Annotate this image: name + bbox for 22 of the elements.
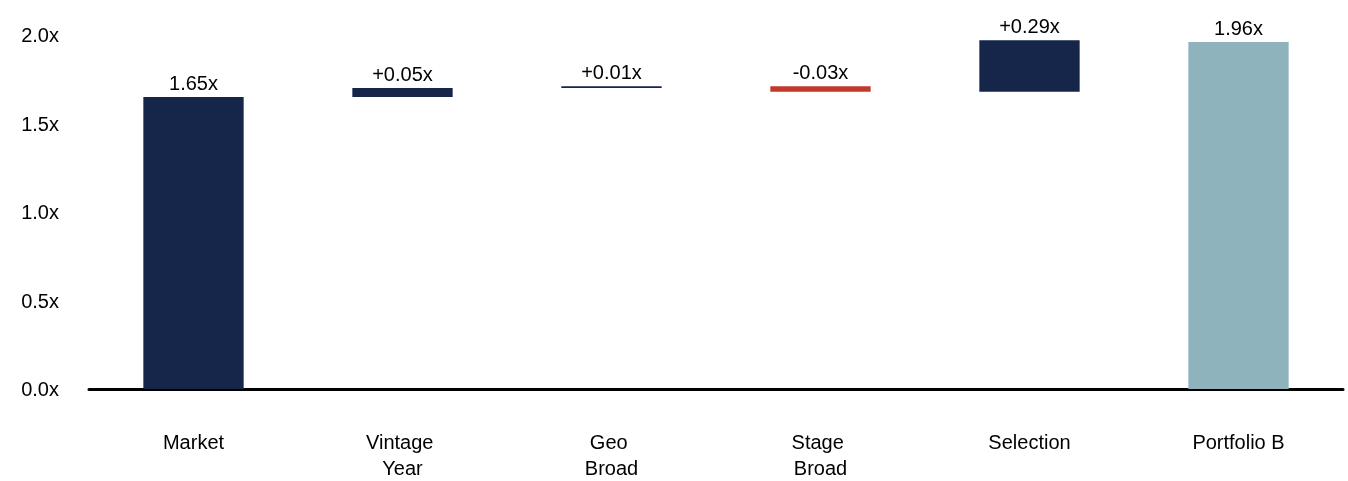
- data-label: 1.96x: [1214, 17, 1263, 40]
- y-tick-label: 1.0x: [21, 201, 59, 223]
- bar: [979, 40, 1080, 92]
- x-tick-label: Portfolio B: [1192, 431, 1285, 453]
- bar: [352, 88, 453, 97]
- bar: [770, 86, 871, 92]
- x-tick-label: Stage Broad: [791, 431, 850, 479]
- data-label: +0.01x: [581, 61, 642, 84]
- x-tick-label: Vintage Year: [365, 431, 440, 479]
- y-tick-label: 0.5x: [21, 289, 59, 312]
- data-label: 1.65x: [169, 71, 218, 94]
- data-label: +0.05x: [372, 63, 433, 86]
- y-tick-label: 0.0x: [21, 378, 59, 400]
- data-label: -0.03x: [792, 61, 849, 84]
- bar: [1188, 42, 1289, 389]
- x-tick-label: Market: [162, 431, 225, 453]
- x-tick-label: Geo Broad: [584, 431, 639, 479]
- y-tick-label: 1.5x: [21, 112, 59, 135]
- data-label: +0.29x: [999, 15, 1060, 38]
- bar: [143, 96, 244, 389]
- x-tick-label: Selection: [988, 431, 1071, 453]
- y-tick-label: 2.0x: [21, 24, 59, 46]
